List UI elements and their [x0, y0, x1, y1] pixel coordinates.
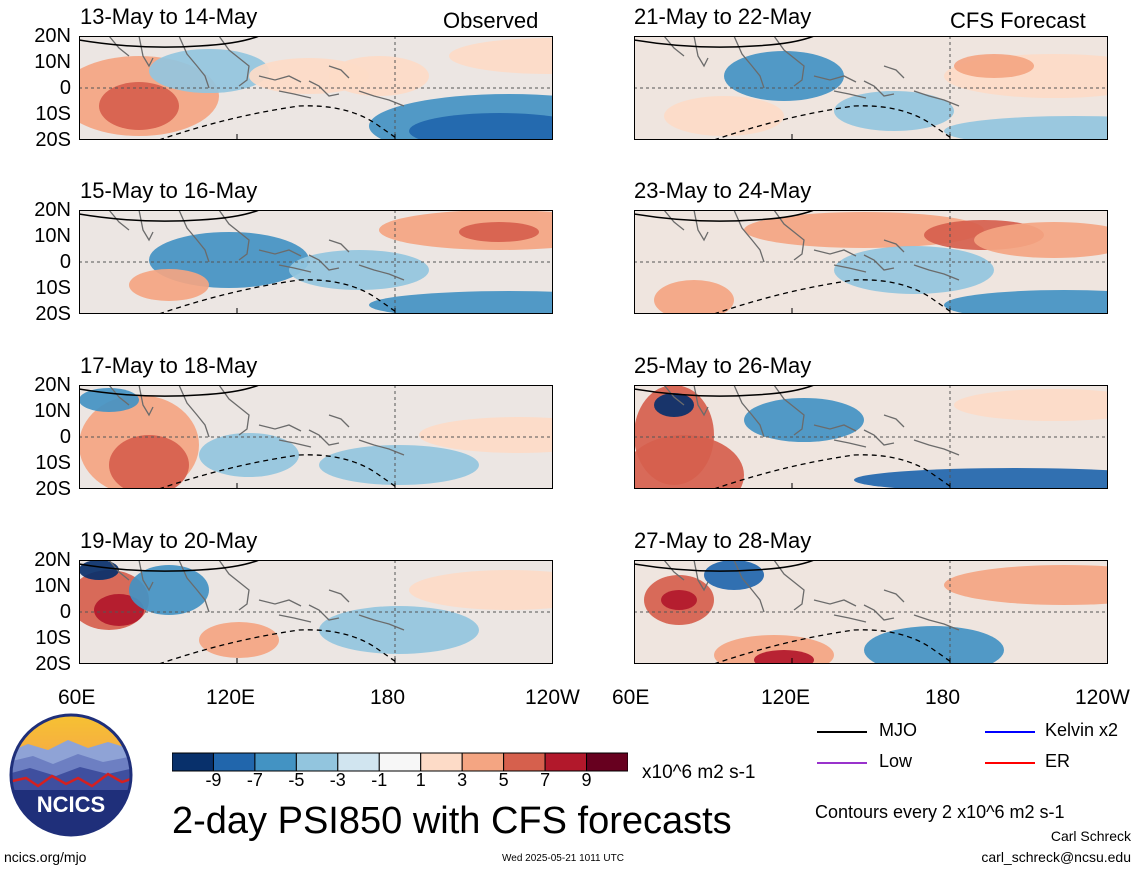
panel-title-8: 27-May to 28-May — [634, 528, 812, 553]
colorbar-label: -3 — [329, 770, 346, 790]
lat-label: 20N — [34, 549, 71, 571]
lon-label-120e-right: 120E — [761, 686, 811, 709]
lon-label-120e: 120E — [206, 686, 256, 709]
lon-label-60e-right: 60E — [612, 686, 650, 709]
colorbar-label: 5 — [498, 770, 509, 790]
legend-mjo-line — [817, 731, 867, 733]
colorbar-units: x10^6 m2 s-1 — [642, 762, 756, 783]
colorbar-label: 3 — [457, 770, 468, 790]
panel-title-1: 13-May to 14-May — [80, 4, 258, 29]
lat-label: 10S — [35, 627, 71, 649]
map-panel-2 — [79, 210, 553, 314]
lat-label: 0 — [59, 426, 71, 448]
colorbar-swatch — [254, 752, 297, 772]
author-email[interactable]: carl_schreck@ncsu.edu — [981, 849, 1131, 865]
lon-label-180-right: 180 — [925, 686, 961, 709]
legend-mjo-label: MJO — [879, 720, 917, 740]
colorbar-label: -7 — [246, 770, 263, 790]
lon-label-120w: 120W — [525, 686, 580, 709]
lon-label-60e: 60E — [58, 686, 96, 709]
lat-label: 20N — [34, 25, 71, 47]
colorbar-label: -5 — [288, 770, 305, 790]
map-panel-5 — [634, 36, 1108, 140]
lat-label: 0 — [59, 251, 71, 273]
panel-title-4: 19-May to 20-May — [80, 528, 258, 553]
map-panel-1 — [79, 36, 553, 140]
map-panel-4 — [79, 560, 553, 664]
colorbar-label: 9 — [581, 770, 592, 790]
panel-title-7: 25-May to 26-May — [634, 353, 812, 378]
colorbar-swatch — [337, 752, 380, 772]
colorbar-label: -1 — [371, 770, 388, 790]
colorbar-swatch — [420, 752, 463, 772]
colorbar-label: 1 — [415, 770, 426, 790]
legend-er-line — [985, 762, 1035, 764]
forecast-label: CFS Forecast — [950, 8, 1086, 33]
lat-label: 10S — [35, 452, 71, 474]
map-panel-7 — [634, 385, 1108, 489]
site-link[interactable]: ncics.org/mjo — [4, 849, 87, 865]
logo-text: NCICS — [37, 792, 105, 817]
colorbar-swatch — [378, 752, 422, 772]
observed-label: Observed — [443, 8, 539, 33]
lat-label: 10S — [35, 103, 71, 125]
ncics-logo: NCICS — [9, 713, 133, 837]
lon-label-180: 180 — [370, 686, 406, 709]
colorbar-label: -9 — [205, 770, 222, 790]
lat-label: 10S — [35, 277, 71, 299]
colorbar-swatch — [503, 752, 546, 772]
lat-label: 20S — [35, 478, 71, 500]
colorbar-swatch — [586, 752, 628, 772]
panel-title-3: 17-May to 18-May — [80, 353, 258, 378]
lon-label-120w-right: 120W — [1075, 686, 1130, 709]
lat-label: 10N — [34, 51, 71, 73]
legend-kelvin-label: Kelvin x2 — [1045, 720, 1119, 740]
map-panel-3 — [79, 385, 553, 489]
panel-title-2: 15-May to 16-May — [80, 178, 258, 203]
legend-low-line — [817, 762, 867, 764]
colorbar-swatch — [212, 752, 256, 772]
colorbar-swatch — [295, 752, 339, 772]
lat-label: 20S — [35, 129, 71, 151]
legend-low-label: Low — [879, 751, 913, 771]
author-name: Carl Schreck — [1050, 828, 1131, 844]
lat-label: 0 — [59, 77, 71, 99]
map-panel-6 — [634, 210, 1108, 314]
colorbar-swatch — [544, 752, 588, 772]
panel-title-5: 21-May to 22-May — [634, 4, 812, 29]
lat-label: 20S — [35, 653, 71, 675]
legend-kelvin-line — [985, 731, 1035, 733]
main-title: 2-day PSI850 with CFS forecasts — [172, 800, 732, 842]
colorbar-label: 7 — [540, 770, 551, 790]
lat-label: 10N — [34, 575, 71, 597]
legend-er-label: ER — [1045, 751, 1071, 771]
lat-label: 10N — [34, 225, 71, 247]
contours-note: Contours every 2 x10^6 m2 s-1 — [815, 802, 1065, 822]
colorbar-swatch — [172, 752, 214, 772]
lat-label: 0 — [59, 601, 71, 623]
timestamp: Wed 2025-05-21 1011 UTC — [502, 853, 624, 864]
lat-label: 20S — [35, 303, 71, 325]
lat-label: 10N — [34, 400, 71, 422]
colorbar — [172, 752, 628, 772]
map-panel-8 — [634, 560, 1108, 664]
panel-title-6: 23-May to 24-May — [634, 178, 812, 203]
lat-label: 20N — [34, 374, 71, 396]
lat-label: 20N — [34, 199, 71, 221]
colorbar-swatch — [461, 752, 505, 772]
